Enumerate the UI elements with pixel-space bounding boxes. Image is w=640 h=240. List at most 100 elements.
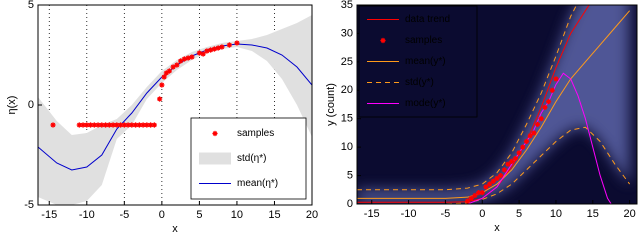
std-band xyxy=(38,15,312,205)
legend-label: std(η*) xyxy=(237,153,266,164)
y-tick-label: 0 xyxy=(347,198,353,210)
x-tick-label: -10 xyxy=(401,208,417,220)
y-tick-label: 5 xyxy=(347,169,353,181)
sample-point xyxy=(174,62,180,68)
x-tick-label: 15 xyxy=(268,209,280,221)
y-tick-label: -5 xyxy=(24,199,34,211)
sample-point xyxy=(106,122,112,128)
x-tick-label: 0 xyxy=(479,208,485,220)
y-tick-label: 25 xyxy=(341,56,353,68)
sample-point xyxy=(140,122,146,128)
sample-point xyxy=(527,133,533,139)
sample-point xyxy=(163,70,169,76)
sample-point xyxy=(99,122,105,128)
sample-point xyxy=(166,68,172,74)
legend-label: data trend xyxy=(405,14,450,25)
sample-point xyxy=(483,184,489,190)
legend-label: samples xyxy=(237,128,274,139)
legend-box xyxy=(358,5,478,118)
y-tick-label: 5 xyxy=(28,0,34,11)
chart: -15 -10 -5 0 5 10 15 20 -5 0 5 x η(x) samples std(η*) m… xyxy=(6,0,318,234)
sample-point xyxy=(498,172,504,179)
sample-point xyxy=(494,175,500,182)
sample-point xyxy=(151,122,157,128)
std-upper xyxy=(357,5,578,191)
y-tick-label: 15 xyxy=(341,113,353,125)
x-tick-label: 10 xyxy=(550,208,562,220)
chart: -15 -10 -5 0 5 10 15 20 0 5 10 15 20 25 30 35 x y (count)… xyxy=(325,0,638,234)
legend-label: mean(η*) xyxy=(237,178,278,189)
x-tick-label: 0 xyxy=(159,209,165,221)
sample-point xyxy=(538,116,544,122)
y-tick-label: 30 xyxy=(341,27,353,39)
sample-point xyxy=(234,40,240,46)
line xyxy=(357,10,631,199)
sample-point xyxy=(516,150,522,156)
sample-point xyxy=(553,76,559,82)
sample-point xyxy=(542,104,548,110)
x-axis-label: x xyxy=(494,222,500,234)
sample-point xyxy=(102,122,109,128)
sample-point xyxy=(196,50,202,56)
sample-point xyxy=(76,122,82,128)
sample-point xyxy=(531,130,537,136)
x-tick-label: -15 xyxy=(41,209,57,221)
sample-point xyxy=(161,74,167,80)
sample-point xyxy=(114,122,120,128)
sample-point xyxy=(50,122,56,128)
legend: data trend samples mean(y*) std(y*) mode(y*) xyxy=(358,5,478,118)
y-axis-label: η(x) xyxy=(6,96,18,115)
sample-point xyxy=(80,122,86,128)
sample-point xyxy=(520,144,526,150)
sample-point xyxy=(136,122,142,128)
x-tick-label: -10 xyxy=(79,209,95,221)
x-axis-label: x xyxy=(172,223,178,234)
legend-label: mode(y*) xyxy=(405,98,446,109)
legend-marker xyxy=(212,130,218,137)
sample-point xyxy=(472,192,478,199)
sample-point xyxy=(464,198,471,204)
sample-point xyxy=(121,122,127,128)
x-tick-label: 5 xyxy=(516,208,522,220)
sample-point xyxy=(159,82,165,88)
sample-point xyxy=(125,122,131,128)
x-tick-label: -5 xyxy=(441,208,451,220)
sample-point xyxy=(475,190,482,196)
x-tick-label: -15 xyxy=(364,208,380,220)
plot-area xyxy=(38,5,312,205)
sample-point xyxy=(490,178,496,184)
sample-point xyxy=(505,161,511,167)
sample-point xyxy=(219,44,225,50)
sample-point xyxy=(512,155,519,162)
legend: samples std(η*) mean(η*) xyxy=(190,117,307,200)
y-tick-label: 20 xyxy=(341,84,353,96)
page: {"chart_data": [ {"type": "line", "xlabe… xyxy=(5,0,638,234)
sample-point xyxy=(87,122,94,128)
sample-point xyxy=(200,51,206,57)
sample-point xyxy=(189,54,195,60)
legend-label: samples xyxy=(405,35,442,46)
sample-point xyxy=(178,58,184,64)
x-tick-label: 10 xyxy=(231,209,243,221)
x-tick-label: 20 xyxy=(306,209,318,221)
y-tick-label: 10 xyxy=(341,141,353,153)
sample-point xyxy=(181,56,187,62)
sample-point xyxy=(211,46,218,52)
x-tick-label: 15 xyxy=(587,208,599,220)
sample-point xyxy=(170,64,176,70)
sample-point xyxy=(157,96,163,102)
line xyxy=(357,72,630,204)
sample-point xyxy=(95,122,101,128)
sample-point xyxy=(84,122,90,128)
sample-point xyxy=(226,42,233,48)
sample-point xyxy=(148,122,154,128)
sample-point xyxy=(501,167,507,173)
y-tick-label: 0 xyxy=(28,99,34,111)
sample-point xyxy=(110,122,116,128)
sample-point xyxy=(144,122,150,128)
sample-point xyxy=(204,48,210,54)
sample-point xyxy=(487,181,493,187)
sample-point xyxy=(132,122,139,128)
sample-point xyxy=(545,99,552,105)
sample-point xyxy=(509,158,515,164)
